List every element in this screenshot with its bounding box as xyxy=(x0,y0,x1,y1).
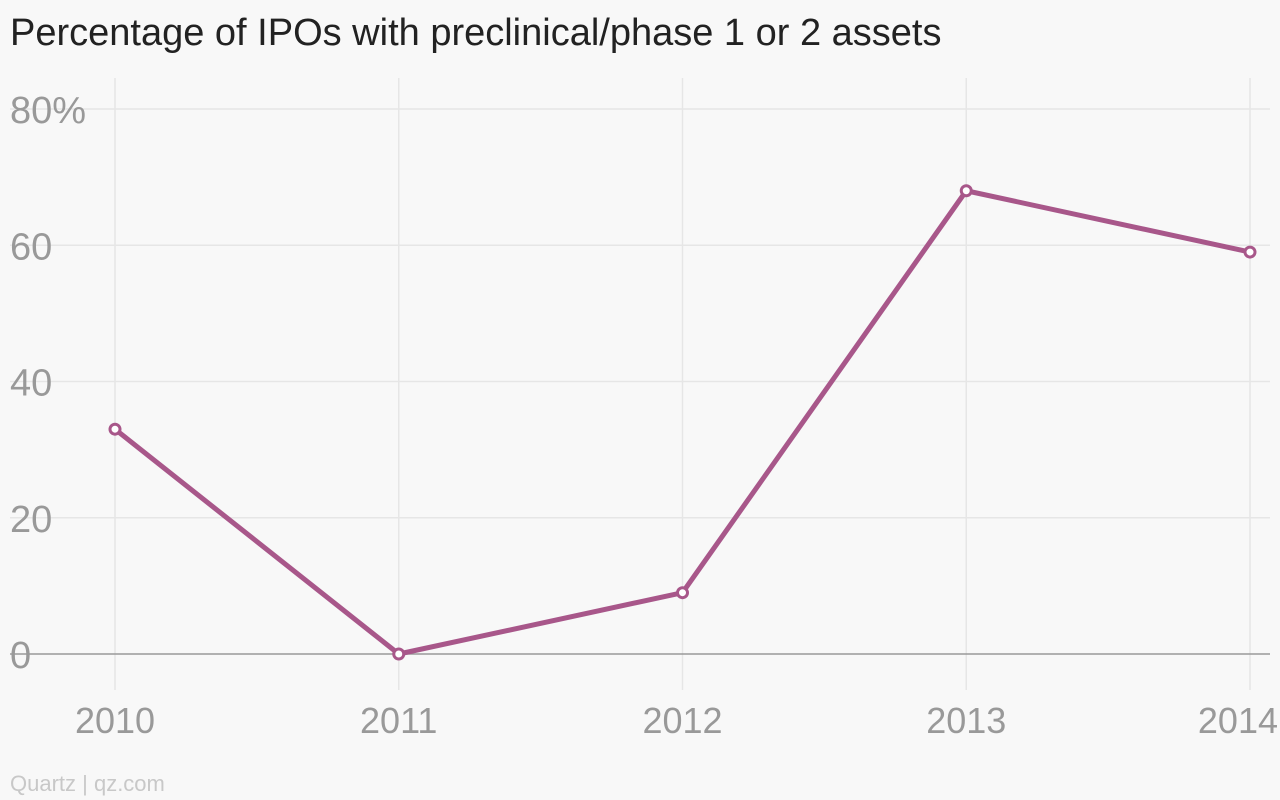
chart-title: Percentage of IPOs with preclinical/phas… xyxy=(10,12,942,54)
x-tick-label: 2011 xyxy=(360,700,437,741)
y-tick-label: 80% xyxy=(10,90,86,132)
data-point xyxy=(1243,245,1257,259)
data-point xyxy=(108,422,122,436)
source-credit: Quartz | qz.com xyxy=(10,771,165,796)
y-tick-label: 0 xyxy=(10,635,31,677)
y-axis-tick-labels: 0 20 40 60 80% xyxy=(10,90,86,677)
data-point xyxy=(959,184,973,198)
y-tick-label: 20 xyxy=(10,499,52,541)
x-tick-label: 2013 xyxy=(926,700,1006,741)
x-tick-label: 2014 xyxy=(1198,700,1278,741)
series-group xyxy=(108,184,1257,661)
x-axis-tick-labels: 2010 2011 2012 2013 2014 xyxy=(75,700,1278,741)
data-point xyxy=(676,586,689,600)
y-tick-label: 60 xyxy=(10,226,52,268)
x-tick-label: 2010 xyxy=(75,700,155,741)
y-tick-label: 40 xyxy=(10,363,52,405)
x-tick-label: 2012 xyxy=(642,700,722,741)
horizontal-gridlines xyxy=(10,108,1270,655)
data-point xyxy=(392,647,406,661)
